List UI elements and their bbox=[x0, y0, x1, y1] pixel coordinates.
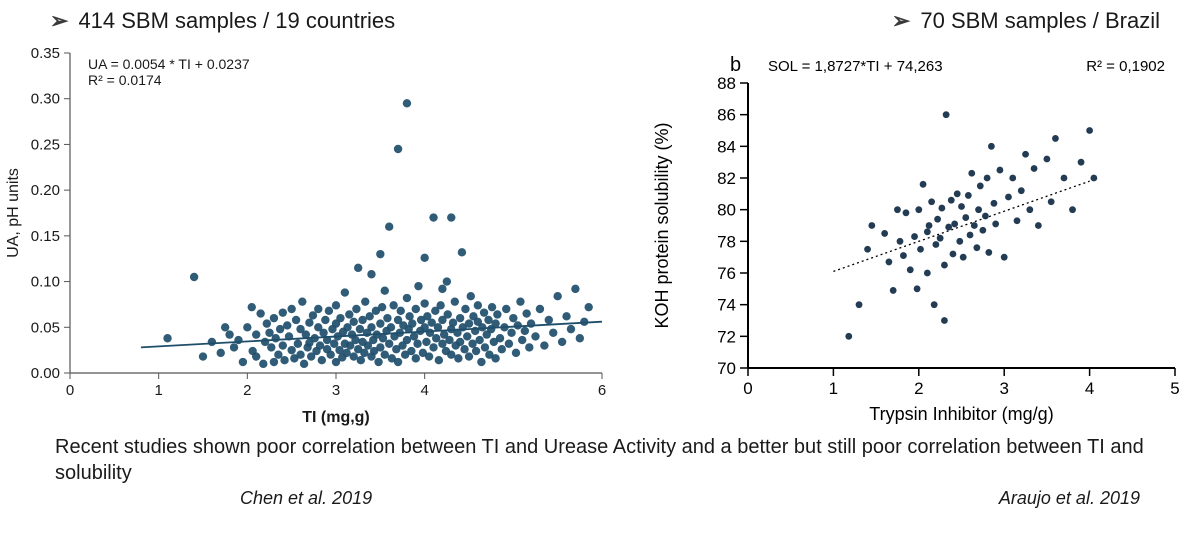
chart-right: b SOL = 1,8727*TI + 74,263 R² = 0,1902 70 72… bbox=[640, 38, 1200, 428]
svg-text:82: 82 bbox=[717, 169, 736, 188]
svg-text:2: 2 bbox=[914, 379, 923, 398]
svg-text:0.25: 0.25 bbox=[31, 136, 60, 153]
svg-text:b: b bbox=[730, 54, 741, 76]
svg-text:0: 0 bbox=[66, 382, 74, 399]
svg-text:3: 3 bbox=[999, 379, 1008, 398]
svg-text:UA, pH units: UA, pH units bbox=[5, 168, 22, 258]
citations-row: Chen et al. 2019 Araujo et al. 2019 bbox=[0, 486, 1200, 509]
svg-text:80: 80 bbox=[717, 201, 736, 220]
svg-text:0: 0 bbox=[743, 379, 752, 398]
svg-text:0.30: 0.30 bbox=[31, 91, 60, 108]
svg-text:Trypsin Inhibitor (mg/g): Trypsin Inhibitor (mg/g) bbox=[869, 404, 1053, 424]
svg-text:6: 6 bbox=[598, 382, 606, 399]
svg-text:TI (mg,g): TI (mg,g) bbox=[302, 409, 370, 426]
header-row: ➢ 414 SBM samples / 19 countries ➢ 70 SB… bbox=[0, 0, 1200, 34]
svg-text:0.20: 0.20 bbox=[31, 182, 60, 199]
header-right-text: 70 SBM samples / Brazil bbox=[920, 8, 1160, 34]
svg-text:R² = 0.0174: R² = 0.0174 bbox=[88, 72, 162, 88]
svg-text:84: 84 bbox=[717, 137, 736, 156]
svg-text:72: 72 bbox=[717, 327, 736, 346]
svg-text:UA = 0.0054 * TI + 0.0237: UA = 0.0054 * TI + 0.0237 bbox=[88, 56, 250, 72]
svg-text:0.15: 0.15 bbox=[31, 228, 60, 245]
chart-left: 0.00 0.05 0.10 0.15 0.20 0.25 0.30 0.35 0 1 2 3 4 6 UA… bbox=[0, 38, 620, 428]
svg-text:5: 5 bbox=[1170, 379, 1179, 398]
arrow-right-icon: ➢ bbox=[50, 8, 68, 34]
header-left-text: 414 SBM samples / 19 countries bbox=[78, 8, 395, 34]
header-left: ➢ 414 SBM samples / 19 countries bbox=[50, 8, 395, 34]
svg-text:88: 88 bbox=[717, 74, 736, 93]
svg-text:R² = 0,1902: R² = 0,1902 bbox=[1086, 58, 1165, 75]
charts-container: 0.00 0.05 0.10 0.15 0.20 0.25 0.30 0.35 0 1 2 3 4 6 UA… bbox=[0, 34, 1200, 428]
svg-text:1: 1 bbox=[829, 379, 838, 398]
header-right: ➢ 70 SBM samples / Brazil bbox=[892, 8, 1160, 34]
svg-text:4: 4 bbox=[420, 382, 428, 399]
svg-text:2: 2 bbox=[243, 382, 251, 399]
svg-text:0.05: 0.05 bbox=[31, 319, 60, 336]
svg-text:78: 78 bbox=[717, 232, 736, 251]
svg-text:0.35: 0.35 bbox=[31, 45, 60, 62]
arrow-right-icon: ➢ bbox=[892, 8, 910, 34]
caption: Recent studies shown poor correlation be… bbox=[0, 428, 1200, 486]
svg-text:4: 4 bbox=[1085, 379, 1094, 398]
svg-text:0.00: 0.00 bbox=[31, 365, 60, 382]
svg-text:0.10: 0.10 bbox=[31, 274, 60, 291]
svg-text:70: 70 bbox=[717, 359, 736, 378]
svg-text:SOL = 1,8727*TI + 74,263: SOL = 1,8727*TI + 74,263 bbox=[768, 58, 943, 75]
svg-text:KOH protein solubility (%): KOH protein solubility (%) bbox=[652, 122, 672, 328]
citation-right: Araujo et al. 2019 bbox=[999, 488, 1140, 509]
citation-left: Chen et al. 2019 bbox=[240, 488, 372, 509]
svg-text:86: 86 bbox=[717, 106, 736, 125]
svg-text:1: 1 bbox=[154, 382, 162, 399]
svg-text:76: 76 bbox=[717, 264, 736, 283]
svg-text:3: 3 bbox=[332, 382, 340, 399]
svg-text:74: 74 bbox=[717, 296, 736, 315]
